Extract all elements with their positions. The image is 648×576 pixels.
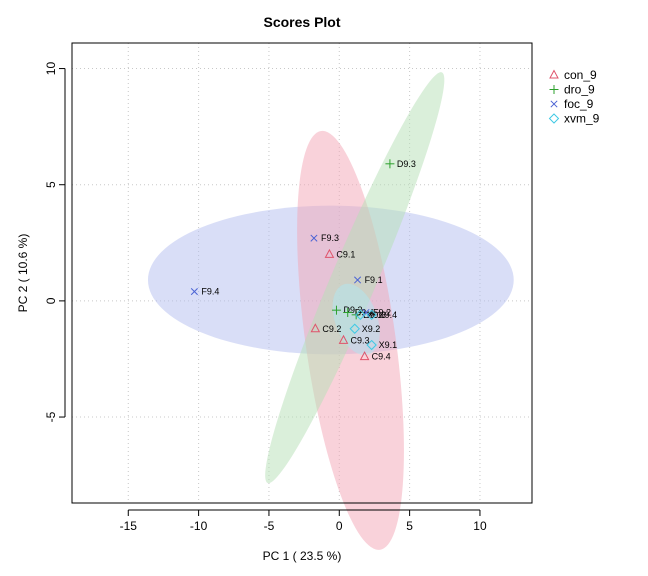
legend-label-con_9: con_9 xyxy=(564,68,597,82)
point-label-X9-2: X9.2 xyxy=(362,324,381,334)
point-label-C9-4: C9.4 xyxy=(372,352,391,362)
point-label-C9-3: C9.3 xyxy=(350,335,369,345)
point-label-X9-1: X9.1 xyxy=(379,340,398,350)
point-label-F9-4: F9.4 xyxy=(201,287,219,297)
point-D9-4 xyxy=(343,307,353,317)
point-label-D9-2: D9.2 xyxy=(343,305,362,315)
plot-border xyxy=(71,42,533,504)
point-X9-1 xyxy=(366,339,377,351)
legend-marker-dro_9 xyxy=(549,85,559,94)
y-tick-label: 10 xyxy=(44,62,58,76)
x-axis-label: PC 1 ( 23.5 %) xyxy=(263,549,342,563)
plot-area: C9.1 C9.2 C9.3C9.4 D9.3 D9.2 D9.1D9.4 F9.3 F9.4… xyxy=(72,43,532,550)
x-tick-label: -5 xyxy=(264,519,275,533)
legend-marker-xvm_9 xyxy=(548,113,560,124)
point-X9-3 xyxy=(355,309,366,321)
point-label-D9-1: D9.1 xyxy=(363,310,382,320)
legend-label-dro_9: dro_9 xyxy=(564,83,595,97)
point-X9-2 xyxy=(349,323,360,334)
point-label-F9-1: F9.1 xyxy=(365,275,383,285)
point-D9-2 xyxy=(331,305,341,315)
y-tick-label: 5 xyxy=(44,181,58,188)
y-axis-label: PC 2 ( 10.6 %) xyxy=(16,234,30,313)
point-C9-3 xyxy=(338,334,349,344)
point-C9-2 xyxy=(310,323,321,333)
x-tick-label: 5 xyxy=(406,519,413,533)
legend-marker-foc_9 xyxy=(550,100,558,108)
x-tick-label: 0 xyxy=(336,519,343,533)
point-label-C9-1: C9.1 xyxy=(336,249,355,259)
point-D9-3 xyxy=(385,159,395,169)
point-F9-4 xyxy=(190,288,198,296)
x-tick-label: 10 xyxy=(473,519,487,533)
point-label-D9-4: D9.4 xyxy=(355,307,374,317)
point-label-F9-2: F9.2 xyxy=(373,307,391,317)
legend-label-foc_9: foc_9 xyxy=(564,97,594,111)
point-label-D9-3: D9.3 xyxy=(397,159,416,169)
point-F9-2 xyxy=(362,308,370,317)
y-tick-label: 0 xyxy=(44,297,58,304)
point-label-F9-3: F9.3 xyxy=(321,233,339,243)
x-tick-label: -10 xyxy=(190,519,208,533)
point-C9-4 xyxy=(359,351,370,361)
x-tick-label: -15 xyxy=(120,519,138,533)
axes: -15 -10 -5 0 5 10 -5 0 5 10 xyxy=(44,62,487,533)
y-tick-label: -5 xyxy=(44,411,58,422)
point-X9-4 xyxy=(366,309,377,321)
chart-title: Scores Plot xyxy=(263,14,340,30)
point-F9-1 xyxy=(354,276,362,284)
point-F9-3 xyxy=(310,234,318,242)
legend-marker-con_9 xyxy=(549,69,559,79)
point-label-C9-2: C9.2 xyxy=(322,324,341,334)
point-C9-1 xyxy=(324,248,335,258)
legend-label-xvm_9: xvm_9 xyxy=(564,112,600,126)
point-label-X9-4: X9.4 xyxy=(379,310,398,320)
